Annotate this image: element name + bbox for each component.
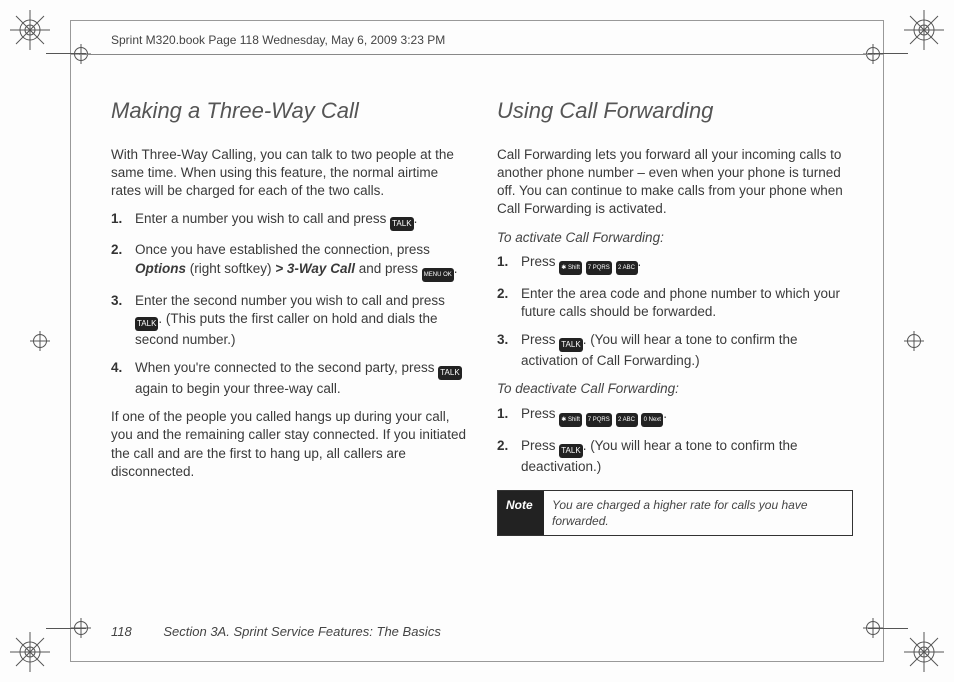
step-text: Press (521, 438, 559, 453)
list-item: 1. Enter a number you wish to call and p… (129, 210, 467, 231)
step-number: 1. (111, 210, 122, 228)
registration-mark-icon (904, 632, 944, 672)
page-frame: Sprint M320.book Page 118 Wednesday, May… (70, 20, 884, 662)
page-number: 118 (111, 624, 132, 639)
note-box: Note You are charged a higher rate for c… (497, 490, 853, 536)
activate-heading: To activate Call Forwarding: (497, 229, 853, 247)
registration-mark-icon (10, 632, 50, 672)
running-rule (79, 54, 875, 55)
zero-key-icon: 0 Next (641, 413, 663, 427)
star-key-icon: ✱ Shift (559, 413, 582, 427)
list-item: 4. When you're connected to the second p… (129, 359, 467, 398)
step-text: . (454, 261, 458, 276)
list-item: 2. Enter the area code and phone number … (515, 285, 853, 321)
two-key-icon: 2 ABC (616, 261, 638, 275)
step-text: Press (521, 254, 559, 269)
step-text: Enter the second number you wish to call… (135, 293, 445, 308)
registration-mark-icon (10, 10, 50, 50)
page-footer: 118 Section 3A. Sprint Service Features:… (111, 624, 441, 639)
step-text: Press (521, 406, 559, 421)
menu-ok-key-icon: MENU OK (422, 268, 454, 282)
talk-key-icon: TALK (438, 366, 461, 380)
step-number: 1. (497, 405, 508, 423)
deactivate-heading: To deactivate Call Forwarding: (497, 380, 853, 398)
step-number: 3. (111, 292, 122, 310)
crop-target-icon (904, 331, 924, 351)
running-header: Sprint M320.book Page 118 Wednesday, May… (111, 33, 445, 47)
content-area: Making a Three-Way Call With Three-Way C… (111, 96, 853, 601)
step-text: Enter a number you wish to call and pres… (135, 211, 390, 226)
crop-target-icon (863, 618, 883, 638)
right-intro: Call Forwarding lets you forward all you… (497, 146, 853, 219)
list-item: 1. Press ✱ Shift 7 PQRS 2 ABC 0 Next. (515, 405, 853, 427)
step-number: 2. (497, 285, 508, 303)
list-item: 3. Press TALK. (You will hear a tone to … (515, 331, 853, 370)
step-number: 1. (497, 253, 508, 271)
step-text: and press (355, 261, 422, 276)
step-text: . (638, 254, 642, 269)
right-column: Using Call Forwarding Call Forwarding le… (497, 96, 853, 601)
list-item: 2. Once you have established the connect… (129, 241, 467, 281)
left-steps: 1. Enter a number you wish to call and p… (111, 210, 467, 398)
menu-label: 3-Way Call (283, 261, 355, 276)
step-number: 2. (111, 241, 122, 259)
note-text: You are charged a higher rate for calls … (544, 491, 852, 535)
left-column: Making a Three-Way Call With Three-Way C… (111, 96, 467, 601)
step-text: Enter the area code and phone number to … (521, 286, 840, 319)
list-item: 1. Press ✱ Shift 7 PQRS 2 ABC. (515, 253, 853, 275)
talk-key-icon: TALK (135, 317, 158, 331)
step-text: . (663, 406, 667, 421)
registration-mark-icon (904, 10, 944, 50)
talk-key-icon: TALK (390, 217, 413, 231)
step-text: Once you have established the connection… (135, 242, 430, 257)
seven-key-icon: 7 PQRS (586, 413, 612, 427)
breadcrumb-separator: > (275, 261, 283, 276)
left-intro: With Three-Way Calling, you can talk to … (111, 146, 467, 201)
step-text: Press (521, 332, 559, 347)
step-text: . (414, 211, 418, 226)
right-title: Using Call Forwarding (497, 96, 853, 126)
step-number: 4. (111, 359, 122, 377)
step-number: 2. (497, 437, 508, 455)
crop-target-icon (30, 331, 50, 351)
seven-key-icon: 7 PQRS (586, 261, 612, 275)
crop-target-icon (71, 618, 91, 638)
softkey-label: Options (135, 261, 186, 276)
deactivate-steps: 1. Press ✱ Shift 7 PQRS 2 ABC 0 Next. 2.… (497, 405, 853, 476)
left-title: Making a Three-Way Call (111, 96, 467, 126)
step-text: (right softkey) (186, 261, 275, 276)
star-key-icon: ✱ Shift (559, 261, 582, 275)
step-text: again to begin your three-way call. (135, 381, 341, 396)
activate-steps: 1. Press ✱ Shift 7 PQRS 2 ABC. 2. Enter … (497, 253, 853, 371)
talk-key-icon: TALK (559, 338, 582, 352)
left-outro: If one of the people you called hangs up… (111, 408, 467, 481)
list-item: 3. Enter the second number you wish to c… (129, 292, 467, 349)
talk-key-icon: TALK (559, 444, 582, 458)
two-key-icon: 2 ABC (616, 413, 638, 427)
note-label: Note (498, 491, 544, 535)
step-text: When you're connected to the second part… (135, 360, 438, 375)
list-item: 2. Press TALK. (You will hear a tone to … (515, 437, 853, 476)
section-label: Section 3A. Sprint Service Features: The… (163, 624, 440, 639)
step-text: . (This puts the first caller on hold an… (135, 311, 438, 347)
step-number: 3. (497, 331, 508, 349)
